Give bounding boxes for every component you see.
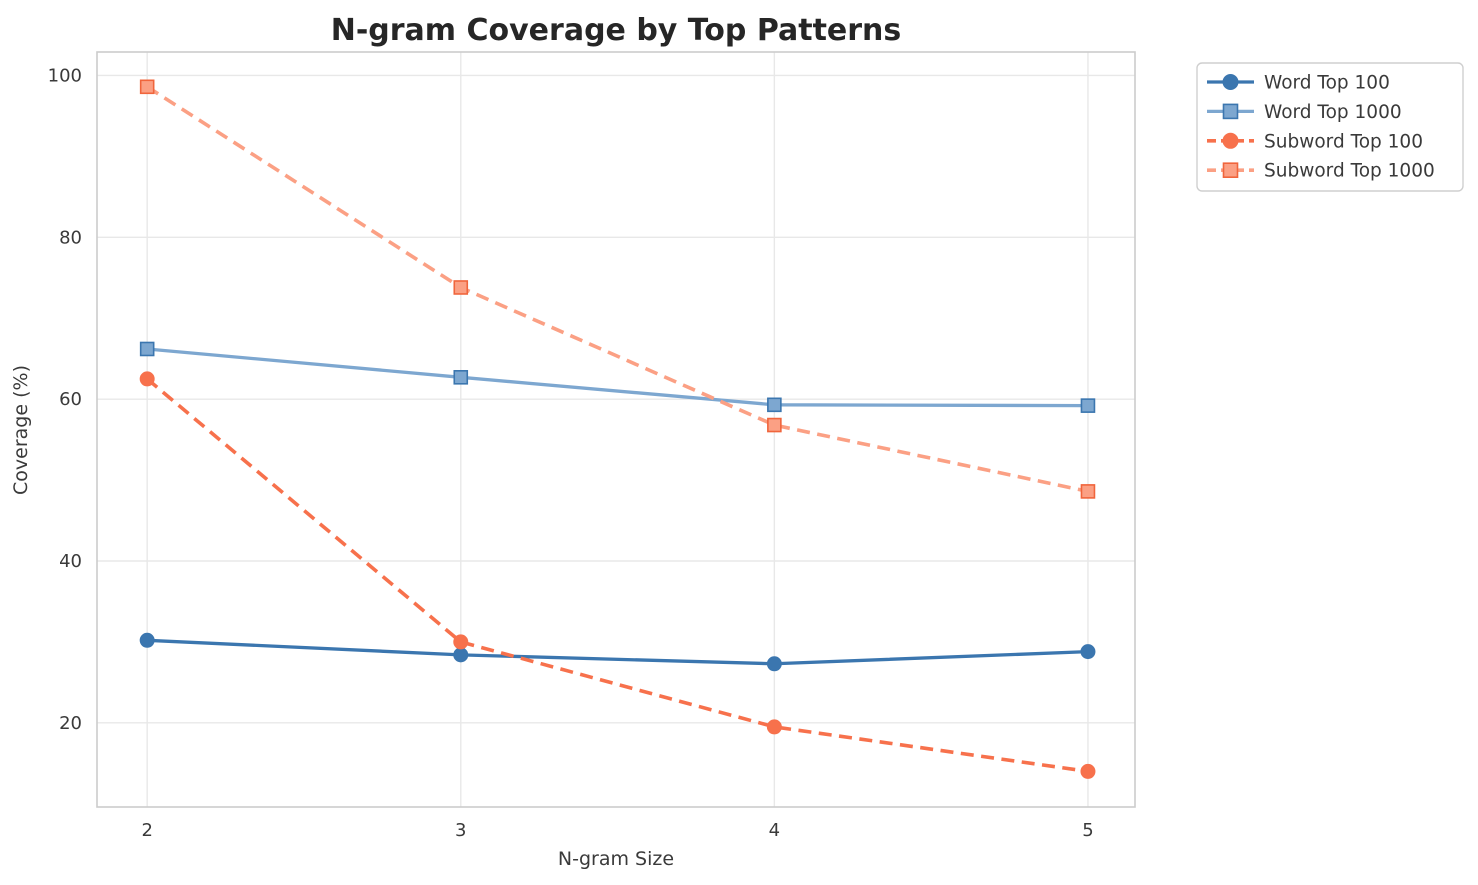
data-point-marker [767, 397, 782, 413]
legend-item-label: Word Top 100 [1264, 73, 1390, 94]
data-point-marker [453, 280, 469, 295]
data-point-marker [139, 371, 155, 387]
data-point-marker [139, 79, 155, 95]
series-line [147, 638, 1089, 666]
legend-marker-sample [1222, 74, 1239, 90]
plot-border [96, 51, 1136, 808]
legend-item-label: Subword Top 1000 [1264, 161, 1435, 182]
legend-marker-sample [1222, 103, 1239, 120]
y-tick-label: 60 [59, 389, 82, 410]
series-line [147, 347, 1088, 408]
data-point-marker [1080, 484, 1096, 499]
y-tick-label: 20 [59, 713, 82, 734]
legend-marker-sample [1222, 132, 1239, 149]
legend-item-label: Word Top 1000 [1264, 102, 1402, 123]
series-layer [139, 79, 1096, 779]
y-axis-label: Coverage (%) [10, 365, 32, 495]
data-point-marker [453, 647, 469, 663]
data-point-marker [139, 341, 155, 357]
gridlines [97, 52, 1135, 807]
y-tick-label: 80 [59, 227, 82, 248]
legend: Word Top 100 Word Top 1000 Subword Top 100… [1196, 62, 1464, 192]
y-tick-labels: 20 40 60 80 100 [48, 65, 82, 733]
data-point-marker [453, 634, 469, 650]
data-point-marker [1080, 763, 1096, 779]
data-point-marker [767, 417, 782, 433]
data-point-marker [453, 370, 469, 385]
data-point-marker [1080, 398, 1096, 413]
series-line [146, 377, 1089, 774]
x-axis-label: N-gram Size [558, 848, 674, 870]
x-tick-label: 4 [769, 820, 780, 841]
legend-marker-sample [1222, 162, 1239, 178]
x-tick-labels: 2 3 4 5 [141, 820, 1093, 841]
data-point-marker [766, 656, 782, 672]
x-tick-label: 2 [141, 820, 152, 841]
data-point-marker [139, 632, 155, 648]
y-tick-label: 40 [59, 551, 82, 572]
data-point-marker [766, 719, 782, 735]
x-tick-label: 3 [455, 820, 466, 841]
series-line [146, 85, 1089, 494]
x-tick-label: 5 [1082, 820, 1093, 841]
legend-box [1196, 62, 1464, 192]
chart-title: N-gram Coverage by Top Patterns [331, 13, 902, 48]
legend-item-label: Subword Top 100 [1264, 131, 1423, 152]
data-point-marker [1080, 644, 1096, 660]
y-tick-label: 100 [48, 65, 82, 86]
